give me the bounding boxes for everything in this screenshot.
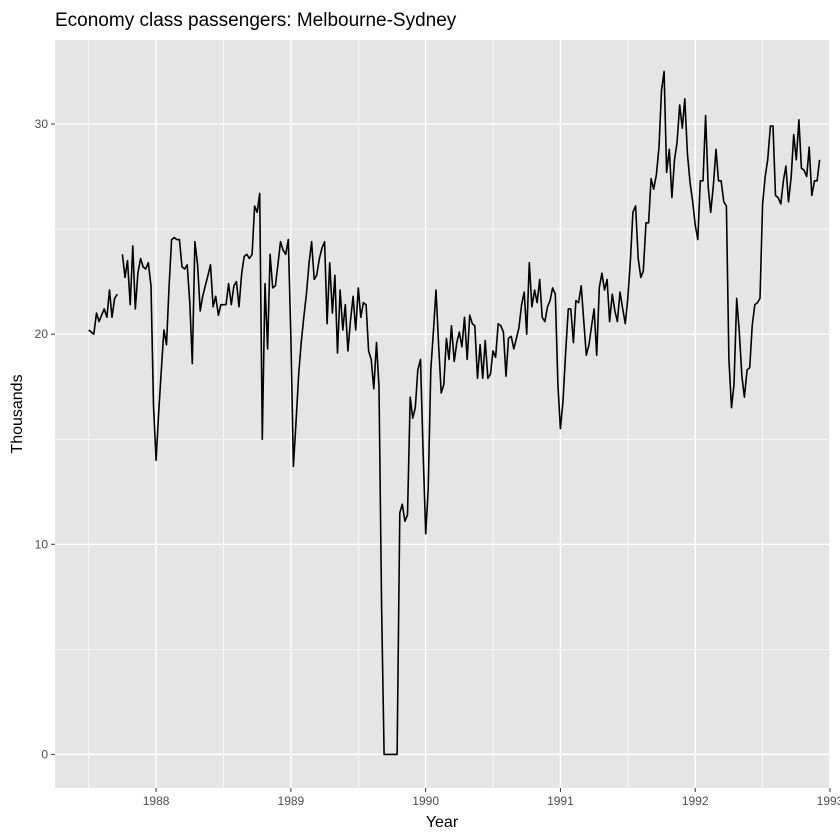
- chart-title: Economy class passengers: Melbourne-Sydn…: [55, 10, 457, 31]
- x-tick-label: 1990: [412, 794, 439, 808]
- x-axis-title: Year: [426, 814, 459, 831]
- x-tick-label: 1993: [817, 794, 840, 808]
- x-tick-label: 1988: [143, 794, 170, 808]
- x-tick-label: 1989: [278, 794, 305, 808]
- y-tick-label: 20: [35, 327, 49, 341]
- series-group: [88, 70, 821, 756]
- y-tick-label: 30: [35, 117, 49, 131]
- series-line: [88, 289, 118, 336]
- series-line: [121, 70, 821, 756]
- y-axis-title: Thousands: [9, 374, 26, 453]
- y-axis: 0 10 20 30: [35, 117, 55, 761]
- minor-gridlines: [55, 40, 830, 788]
- x-tick-label: 1991: [547, 794, 574, 808]
- plot-panel: [55, 40, 830, 788]
- x-axis: 1988 1989 1990 1991 1992 1993: [143, 788, 840, 808]
- y-tick-label: 0: [41, 747, 48, 761]
- major-gridlines: [55, 40, 831, 788]
- x-tick-label: 1992: [682, 794, 709, 808]
- y-tick-label: 10: [35, 537, 49, 551]
